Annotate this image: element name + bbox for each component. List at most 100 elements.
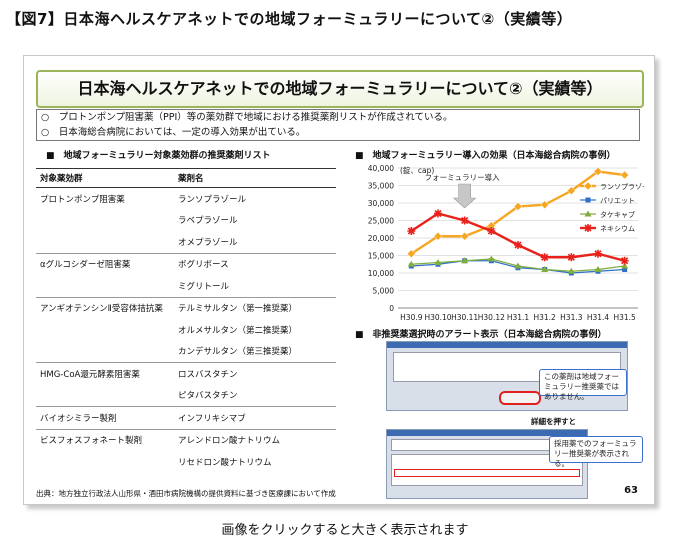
drug-name-cell: インフリキシマブ (174, 406, 336, 429)
y-tick-label: 5,000 (373, 287, 395, 296)
drug-name-cell: ロスバスタチン (174, 362, 336, 385)
data-point (540, 200, 550, 210)
table-row: ピタバスタチン (36, 385, 336, 407)
alert-screenshot-2 (386, 429, 588, 499)
data-point (513, 202, 523, 211)
data-point (566, 186, 576, 196)
data-point (434, 259, 442, 265)
data-point (594, 249, 602, 258)
drug-group-cell: HMG-CoA還元酵素阻害薬 (36, 362, 174, 385)
table-row: オルメサルタン（第二推奨薬） (36, 319, 336, 341)
drug-group-cell (36, 275, 174, 297)
drug-name-cell: オメプラゾール (178, 237, 238, 248)
y-tick-label: 30,000 (368, 199, 394, 208)
data-point (622, 267, 628, 272)
summary-box: ○ プロトンポンプ阻害薬（PPI）等の薬効群で地域における推奨薬剤リストが作成さ… (36, 109, 640, 141)
x-tick-label: H31.5 (613, 313, 636, 322)
drug-name-cell: ボグリボース (174, 252, 336, 275)
x-tick-label: H30.11 (451, 313, 478, 322)
table-body: プロトンポンプ阻害薬 ランソプラゾール ラベプラゾール オメプラゾール αグルコシダーゼ… (36, 188, 336, 473)
window-titlebar (387, 430, 587, 436)
table-row: プロトンポンプ阻害薬 ランソプラゾール (36, 188, 336, 210)
intro-annotation: フォーミュラリー導入 (425, 172, 500, 182)
x-tick-label: H31.3 (560, 313, 583, 322)
data-point (621, 262, 629, 269)
drug-name-cell: リセドロン酸ナトリウム (178, 457, 272, 468)
figure-title: 【図7】日本海ヘルスケアネットでの地域フォーミュラリーについて②（実績等） (6, 10, 573, 28)
table-row: ミグリトール (36, 275, 336, 297)
table-row: バイオシミラー製剤 インフリキシマブ (36, 406, 336, 429)
data-point (460, 231, 470, 241)
table-heading: ■ 地域フォーミュラリー対象薬効群の推奨薬剤リスト (46, 151, 271, 161)
data-point (620, 256, 629, 265)
drug-group-cell: アンギオテンシンⅡ受容体拮抗薬 (36, 296, 174, 319)
drug-name-cell: オルメサルタン（第二推奨薬） (178, 325, 298, 336)
alert-callout-2: 採用薬でのフォーミュラリー推奨薬が表示される。 (549, 436, 643, 468)
legend-label: ランソプラゾール (600, 183, 644, 191)
data-point (584, 224, 592, 232)
x-tick-label: H31.1 (507, 313, 530, 322)
y-tick-label: 0 (389, 304, 394, 313)
source-note: 出典：地方独立行政法人山形県・酒田市病院機構の提供資料に基づき医療課において作成 (36, 489, 336, 498)
effect-line-chart: 0 5,000 10,000 15,000 20,000 25,000 30,000 35,0… (368, 164, 644, 322)
drug-name-cell: ピタバスタチン (178, 391, 238, 402)
drug-group-cell (36, 210, 174, 232)
legend-label: タケキャブ (600, 210, 635, 219)
y-tick-label: 25,000 (368, 217, 394, 226)
table-row: αグルコシダーゼ阻害薬 ボグリボース (36, 252, 336, 275)
data-point (514, 262, 522, 269)
data-point (541, 266, 549, 272)
x-tick-label: H31.4 (587, 313, 610, 322)
drug-name-cell: ラベプラゾール (178, 216, 238, 227)
x-tick-label: H30.9 (400, 313, 423, 322)
unit-label: (錠、cap) (400, 165, 434, 175)
enlarge-caption: 画像をクリックすると大きく表示されます (221, 523, 469, 538)
drug-name-cell: テルミサルタン（第一推奨薬） (174, 296, 336, 319)
x-tick-label: H30.10 (424, 313, 451, 322)
summary-bullet-1: ○ プロトンポンプ阻害薬（PPI）等の薬効群で地域における推奨薬剤リストが作成さ… (41, 112, 453, 123)
slide-image[interactable]: 日本海ヘルスケアネットでの地域フォーミュラリーについて②（実績等） ○ プロトン… (23, 55, 655, 505)
data-point (487, 227, 496, 235)
alert-heading: ■ 非推奨薬選択時のアラート表示（日本海総合病院の事例） (355, 330, 607, 340)
table-header-drug: 薬剤名 (174, 168, 336, 188)
y-tick-label: 15,000 (368, 252, 394, 261)
drug-group-cell (36, 451, 174, 473)
table-row: リセドロン酸ナトリウム (36, 451, 336, 473)
legend-label: パリエット (600, 197, 635, 205)
formulary-table: 対象薬効群 薬剤名 プロトンポンプ阻害薬 ランソプラゾール ラベプラゾール オメプラゾ… (36, 168, 336, 473)
table-row: ラベプラゾール (36, 210, 336, 232)
data-point (406, 249, 416, 259)
alert-screenshot-1 (386, 341, 628, 411)
data-point (460, 216, 469, 225)
window-titlebar (387, 342, 627, 348)
chart-heading: ■ 地域フォーミュラリー導入の効果（日本海総合病院の事例） (355, 151, 616, 161)
drug-group-cell: プロトンポンプ阻害薬 (40, 194, 125, 205)
data-point (407, 227, 416, 235)
drug-group-cell (36, 231, 174, 253)
data-point (583, 181, 593, 191)
data-point (593, 167, 603, 176)
table-header-group: 対象薬効群 (36, 168, 174, 188)
data-point (514, 241, 522, 249)
data-point (567, 267, 575, 274)
data-point (461, 257, 469, 264)
legend-label: ネキシウム (600, 225, 635, 233)
drug-group-cell: αグルコシダーゼ阻害薬 (36, 252, 174, 275)
data-point (620, 170, 630, 180)
table-row: アンギオテンシンⅡ受容体拮抗薬 テルミサルタン（第一推奨薬） (36, 296, 336, 319)
y-tick-label: 35,000 (368, 182, 394, 191)
data-point (584, 210, 592, 217)
summary-bullet-2: ○ 日本海総合病院においては、一定の導入効果が出ている。 (41, 127, 306, 138)
data-point (567, 253, 576, 262)
page-number: 63 (624, 485, 638, 496)
table-row: ビスフォスフォネート製剤 アレンドロン酸ナトリウム (36, 428, 336, 451)
y-tick-label: 20,000 (368, 234, 394, 243)
drug-group-cell: ビスフォスフォネート製剤 (36, 428, 174, 451)
data-point (433, 231, 443, 241)
alert-note: 詳細を押すと (531, 417, 576, 426)
drug-name-cell: ランソプラゾール (178, 194, 247, 205)
y-tick-label: 40,000 (368, 164, 394, 173)
data-point (434, 209, 442, 218)
table-row: HMG-CoA還元酵素阻害薬 ロスバスタチン (36, 362, 336, 385)
drug-group-cell (36, 385, 174, 407)
